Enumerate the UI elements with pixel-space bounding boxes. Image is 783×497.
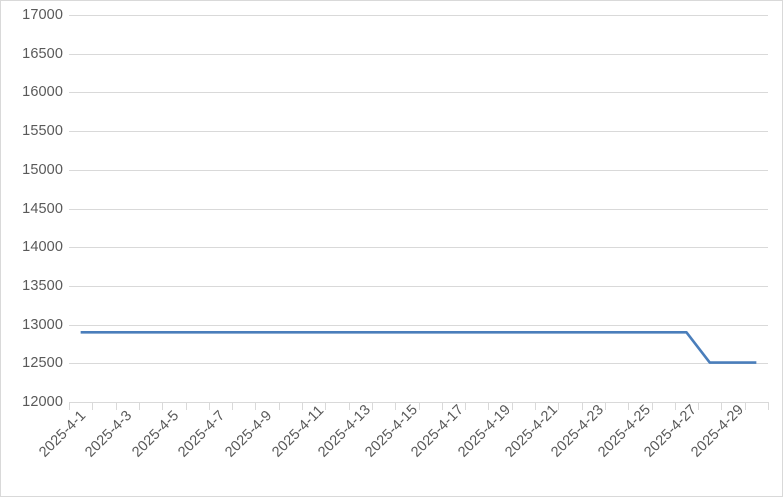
x-axis-tick (721, 402, 722, 410)
x-axis-tick (558, 402, 559, 410)
x-axis-tick (162, 402, 163, 410)
y-axis-label: 17000 (22, 7, 63, 23)
x-axis-tick (605, 402, 606, 410)
x-axis-tick (745, 402, 746, 410)
gridline-12000 (69, 402, 768, 403)
x-axis-label: 2025-4-9 (222, 407, 276, 461)
x-axis-tick (535, 402, 536, 410)
gridline-16500 (69, 54, 768, 55)
x-axis-tick (232, 402, 233, 410)
x-axis-tick (582, 402, 583, 410)
x-axis-tick (395, 402, 396, 410)
gridline-14000 (69, 247, 768, 248)
x-axis-tick (512, 402, 513, 410)
y-axis-label: 16000 (22, 84, 63, 101)
x-axis-tick (255, 402, 256, 410)
y-axis-label: 14500 (22, 200, 63, 217)
x-axis-tick (279, 402, 280, 410)
x-axis-tick (768, 402, 769, 410)
x-axis-tick (92, 402, 93, 410)
data-series-line (80, 331, 757, 364)
gridline-13500 (69, 286, 768, 287)
x-axis-tick (186, 402, 187, 410)
y-axis-label: 14000 (22, 239, 63, 256)
x-axis-tick (325, 402, 326, 410)
x-axis-tick (419, 402, 420, 410)
x-axis-tick (442, 402, 443, 410)
series-line-Series1 (80, 331, 757, 364)
x-axis-tick (116, 402, 117, 410)
y-axis-label: 13500 (22, 277, 63, 294)
x-axis-tick (465, 402, 466, 410)
x-axis-label: 2025-4-7 (175, 407, 229, 461)
x-axis-tick (628, 402, 629, 410)
x-axis-tick (139, 402, 140, 410)
x-axis: 2025-4-1 2025-4-3 2025-4-5 2025-4-7 2025-4-9… (1, 402, 782, 496)
x-axis-tick (488, 402, 489, 410)
y-axis-label: 13000 (22, 316, 63, 333)
x-axis-tick (69, 402, 70, 410)
gridline-14500 (69, 209, 768, 210)
gridline-13000 (69, 325, 768, 326)
x-axis-tick (652, 402, 653, 410)
gridline-15000 (69, 170, 768, 171)
x-axis-tick (698, 402, 699, 410)
x-axis-ticks (69, 402, 769, 410)
x-axis-tick (372, 402, 373, 410)
plot-area (69, 15, 768, 403)
x-axis-tick (209, 402, 210, 410)
x-axis-tick (675, 402, 676, 410)
y-axis-label: 15500 (22, 123, 63, 140)
x-axis-label: 2025-4-5 (129, 407, 183, 461)
x-axis-label: 2025-4-1 (35, 407, 89, 461)
y-axis-label: 12000 (22, 394, 63, 410)
gridline-15500 (69, 131, 768, 132)
x-axis-tick (302, 402, 303, 410)
y-axis-label: 16500 (22, 45, 63, 62)
gridline-16000 (69, 92, 768, 93)
gridline-17000 (69, 15, 768, 16)
y-axis-label: 12500 (22, 355, 63, 372)
y-axis-label: 15000 (22, 161, 63, 178)
gridline-12500 (69, 363, 768, 364)
x-axis-tick (349, 402, 350, 410)
x-axis-label: 2025-4-3 (82, 407, 136, 461)
y-axis: 17000 16500 16000 15500 15000 14500 14000 13500… (1, 1, 63, 421)
